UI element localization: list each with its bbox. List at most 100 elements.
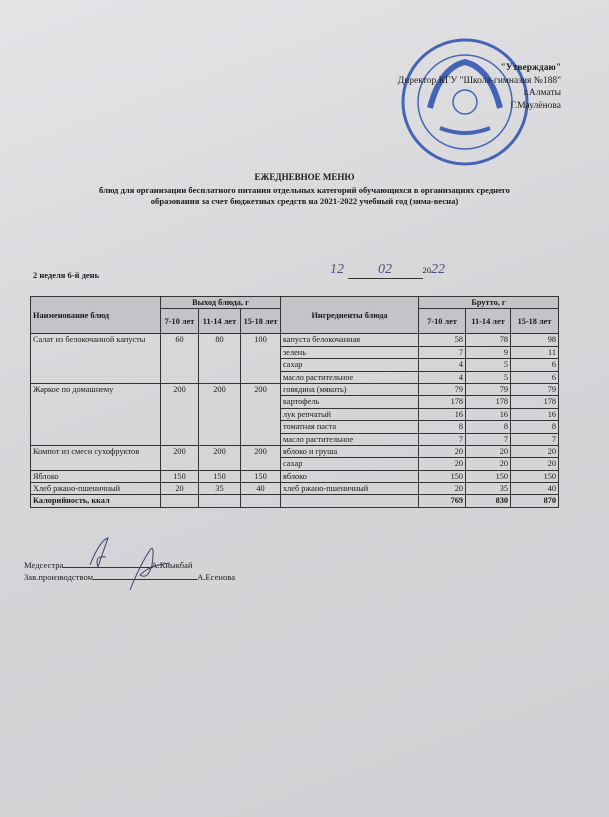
dish-yield: 100 [239,333,282,384]
approval-name: Г.Маулёнова [510,100,561,111]
ingredient-gross: 20 [510,457,560,471]
approval-city: г.Алматы [523,88,561,98]
dish-name: Салат из белокочанной капусты [30,333,161,384]
ingredient-name: говядина (мякоть) [280,382,420,397]
table-row: сахар 20 20 20 [31,457,560,471]
ingredient-name: зелень [280,345,420,360]
ingredient-gross: 178 [465,395,512,409]
ingredient-gross: 5 [465,370,512,384]
ingredient-gross: 58 [418,333,467,347]
ingredient-name: хлеб ржано-пшеничный [280,482,420,496]
ingredient-gross: 20 [510,444,560,459]
header-age: 15-18 лет [239,308,282,335]
dish-name: Компот из смеси сухофруктов [30,444,161,471]
nurse-label: Медсестра [24,560,64,570]
ingredient-name: яблоко и груша [280,444,420,459]
dish-yield: 150 [239,469,282,484]
ingredient-gross: 6 [510,370,560,384]
document-title: ЕЖЕДНЕВНОЕ МЕНЮ [254,172,355,182]
ingredient-gross: 20 [465,444,512,459]
table-row: Салат из белокочанной капусты 60 80 100 капу… [30,333,560,384]
calories-value: 769 [418,494,467,508]
calories-value: 870 [510,494,560,508]
ingredient-name: картофель [280,395,420,409]
table-row: Яблоко 150 150 150 яблоко 150 150 150 [30,469,560,484]
chief-name: А.Есенова [197,572,236,582]
date-day: 12 [330,262,344,277]
calories-label: Калорийность, ккал [30,494,161,508]
document-subtitle: блюд для организации бесплатного питания… [99,185,510,195]
ingredient-gross: 20 [418,482,467,496]
chief-label: Зав.производством [24,572,94,582]
ingredient-gross: 16 [418,407,467,422]
dish-yield: 200 [160,382,199,446]
dish-yield: 200 [198,444,241,471]
date-month: 02 [347,262,423,279]
table-row: Хлеб ржано-пшеничный 20 35 40 хлеб ржано-пше… [30,482,560,496]
header-age: 7-10 лет [418,308,467,335]
header-age: 15-18 лет [510,308,560,335]
calories-row: Калорийность, ккал 769 830 870 [30,494,560,508]
dish-name: Жаркое по домашнему [30,382,161,446]
ingredient-gross: 16 [465,407,512,422]
week-day: 2 неделя 6-й день [33,270,100,280]
dish-yield: 200 [198,382,241,446]
ingredient-gross: 8 [465,420,512,434]
ingredient-name: сахар [280,457,420,471]
ingredient-gross: 79 [510,382,560,397]
date-year-prefix: 20 [422,265,432,275]
ingredient-gross: 11 [510,345,560,360]
dish-name: Хлеб ржано-пшеничный [30,482,161,496]
ingredient-gross: 16 [510,407,560,422]
date-year-suffix: 22 [431,262,445,277]
ingredient-gross: 20 [418,457,467,471]
dish-yield: 150 [198,469,241,484]
ingredient-gross: 178 [418,395,467,409]
ingredient-gross: 35 [465,482,512,496]
ingredient-gross: 79 [465,382,512,397]
ingredient-gross: 150 [510,469,560,484]
header-gross: Брутто, г [418,295,560,310]
header-age: 11-14 лет [198,308,241,335]
ingredient-gross: 98 [510,333,560,347]
ingredient-gross: 7 [418,432,467,446]
dish-yield: 35 [198,482,241,496]
approval-position: Директор КГУ "Школа-гимназия №188" [397,75,561,86]
table-row: Компот из смеси сухофруктов 200 200 200 ябло… [30,444,560,471]
ingredient-name: масло растительное [280,370,420,384]
dish-yield: 80 [198,333,241,384]
ingredient-gross: 40 [510,482,560,496]
header-yield: Выход блюда, г [159,295,282,310]
dish-name: Яблоко [30,469,161,484]
ingredient-name: сахар [280,358,420,372]
dish-yield: 20 [160,482,199,496]
ingredient-gross: 7 [510,432,560,446]
calories-value: 830 [465,494,512,508]
ingredient-name: лук репчатый [280,407,420,422]
ingredient-gross: 8 [510,420,560,434]
menu-table: Наименование блюд Выход блюда, г Ингреди… [30,295,560,508]
ingredient-gross: 7 [465,432,512,446]
table-row: Жаркое по домашнему 200 200 200 говядина (мя… [30,382,560,446]
ingredient-gross: 20 [465,457,512,471]
ingredient-gross: 4 [418,370,467,384]
ingredient-gross: 178 [510,395,560,409]
official-stamp [400,38,530,173]
header-age: 7-10 лет [160,308,199,335]
dish-yield: 40 [239,482,282,496]
dish-yield: 200 [239,444,282,471]
header-dish-name: Наименование блюд [30,295,161,335]
ingredient-gross: 150 [465,469,512,484]
ingredient-gross: 5 [465,358,512,372]
ingredient-gross: 79 [418,382,467,397]
document-subtitle: образования за счет бюджетных средств на… [150,196,459,206]
ingredient-name: капуста белокочанная [280,333,420,347]
approval-title: "Утверждаю" [500,63,561,73]
ingredient-gross: 7 [418,345,467,360]
nurse-signature: Медсестра А.Киыкбай [24,560,193,570]
ingredient-gross: 20 [418,444,467,459]
document-header: ЕЖЕДНЕВНОЕ МЕНЮ блюд для организации бес… [0,172,609,207]
dish-yield: 60 [160,333,199,384]
ingredient-gross: 78 [465,333,512,347]
ingredient-name: томатная паста [280,420,420,434]
